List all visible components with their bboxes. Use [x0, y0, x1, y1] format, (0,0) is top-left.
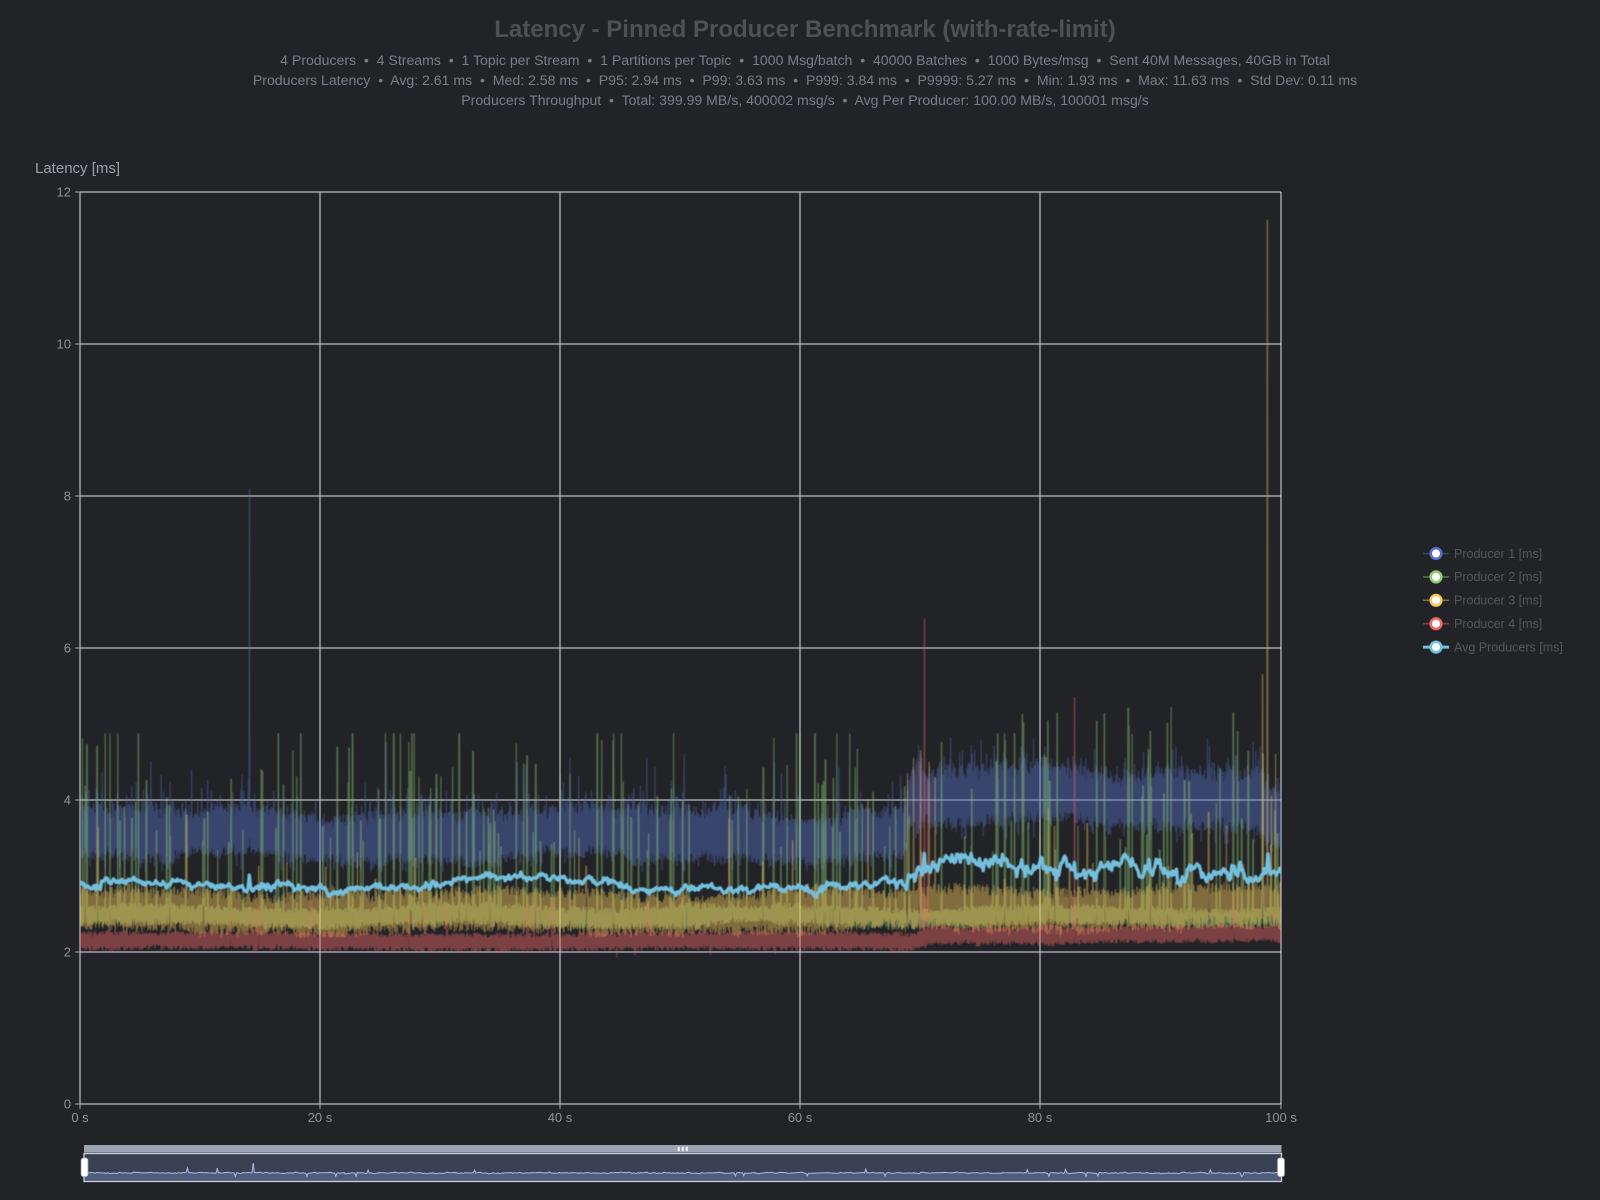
- svg-text:4: 4: [64, 793, 71, 808]
- svg-text:Producer 3 [ms]: Producer 3 [ms]: [1454, 594, 1542, 608]
- svg-text:Latency - Pinned Producer Benc: Latency - Pinned Producer Benchmark (wit…: [494, 16, 1115, 43]
- svg-text:Producer 4 [ms]: Producer 4 [ms]: [1454, 617, 1542, 631]
- svg-text:8: 8: [64, 489, 71, 504]
- svg-text:Producer 2 [ms]: Producer 2 [ms]: [1454, 570, 1542, 584]
- svg-text:60 s: 60 s: [788, 1110, 813, 1125]
- svg-text:Avg Producers [ms]: Avg Producers [ms]: [1454, 640, 1563, 654]
- svg-text:Producers Latency • Avg: 2.6: Producers Latency • Avg: 2.61 ms • Med: …: [253, 72, 1357, 88]
- svg-text:Latency [ms]: Latency [ms]: [35, 160, 120, 177]
- svg-text:Producers Throughput • Total: Producers Throughput • Total: 399.99 MB/…: [461, 92, 1149, 108]
- svg-text:2: 2: [64, 945, 71, 960]
- svg-text:10: 10: [57, 337, 71, 352]
- svg-text:0: 0: [64, 1097, 71, 1112]
- svg-text:40 s: 40 s: [548, 1110, 573, 1125]
- svg-text:0 s: 0 s: [71, 1110, 89, 1125]
- svg-text:12: 12: [57, 185, 71, 200]
- svg-text:20 s: 20 s: [308, 1110, 333, 1125]
- svg-text:100 s: 100 s: [1265, 1110, 1297, 1125]
- svg-text:Producer 1 [ms]: Producer 1 [ms]: [1454, 547, 1542, 561]
- svg-text:6: 6: [64, 641, 71, 656]
- svg-text:4 Producers • 4 Streams •: 4 Producers • 4 Streams • 1 Topic per St…: [280, 52, 1330, 68]
- svg-text:80 s: 80 s: [1028, 1110, 1053, 1125]
